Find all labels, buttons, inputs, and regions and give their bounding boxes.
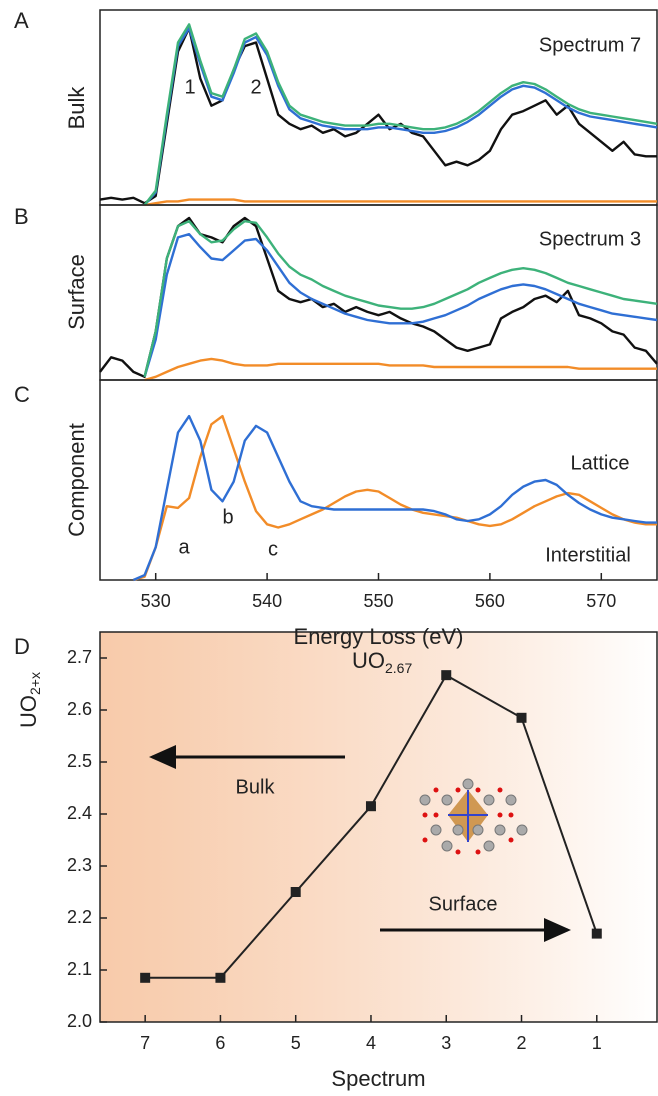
y-tick-label: 2.6 (67, 699, 92, 719)
data-point (365, 801, 376, 812)
data-point (290, 887, 301, 897)
x-axis-label: Energy Loss (eV) (294, 624, 464, 649)
point-label: UO2.67 (352, 648, 412, 676)
data-line (143, 26, 658, 206)
y-axis-label-text: Surface (64, 254, 89, 330)
plot-frame (99, 631, 658, 1023)
x-tick-label: 5 (291, 1033, 301, 1053)
y-axis-label: Surface (64, 254, 89, 330)
data-line (99, 216, 658, 378)
x-tick-label: 6 (215, 1033, 225, 1053)
data-point (441, 670, 452, 681)
x-tick-label: 530 (141, 591, 171, 611)
x-tick-label: 4 (366, 1033, 376, 1053)
data-line (133, 414, 657, 582)
annotation: c (268, 538, 278, 560)
annotation: Spectrum 3 (539, 228, 641, 250)
annotation: b (222, 506, 233, 528)
annotation: 2 (250, 76, 261, 98)
annotation: Interstitial (545, 544, 631, 566)
x-tick-label: 570 (586, 591, 616, 611)
panel-label: A (14, 8, 29, 33)
x-tick-label: 550 (363, 591, 393, 611)
y-axis-label-text: Bulk (64, 86, 89, 130)
data-line (143, 23, 658, 206)
plot-background (100, 632, 657, 1022)
x-tick-label: 2 (517, 1033, 527, 1053)
panel-label: C (14, 382, 30, 407)
annotation: Lattice (571, 452, 630, 474)
y-tick-label: 2.0 (67, 1011, 92, 1031)
x-tick-label: 1 (592, 1033, 602, 1053)
y-tick-label: 2.2 (67, 907, 92, 927)
y-axis-label: Component (64, 423, 89, 537)
y-tick-label: 2.3 (67, 855, 92, 875)
x-axis-label: Spectrum (331, 1066, 425, 1091)
data-point (516, 712, 527, 723)
data-line (144, 357, 657, 382)
data-point (591, 928, 602, 939)
annotation: Surface (429, 893, 498, 915)
y-tick-label: 2.1 (67, 959, 92, 979)
y-axis-label-sub: 2+x (27, 672, 43, 695)
annotation: Spectrum 7 (539, 34, 641, 56)
data-line (99, 26, 657, 205)
annotation: 1 (184, 76, 195, 98)
data-point (140, 972, 151, 983)
data-line (132, 414, 657, 582)
point-label-sub: 2.67 (385, 660, 412, 676)
x-tick-label: 540 (252, 591, 282, 611)
data-line (144, 198, 657, 207)
x-tick-label: 3 (441, 1033, 451, 1053)
annotation: a (178, 536, 190, 558)
y-axis-label: UO2+x (16, 672, 43, 728)
y-tick-label: 2.5 (67, 751, 92, 771)
panel-label: B (14, 204, 29, 229)
data-point (215, 972, 226, 983)
data-line (143, 233, 658, 378)
x-tick-label: 560 (475, 591, 505, 611)
panel-label: D (14, 634, 30, 659)
point-label-text: UO (352, 648, 385, 673)
y-axis-label: Bulk (64, 86, 89, 130)
data-line (143, 220, 658, 378)
crystal-icon (419, 778, 528, 855)
y-axis-label-text: UO (16, 695, 41, 728)
y-tick-label: 2.4 (67, 803, 92, 823)
y-tick-label: 2.7 (67, 647, 92, 667)
x-tick-label: 7 (140, 1033, 150, 1053)
annotation: Bulk (236, 776, 276, 798)
y-axis-label-text: Component (64, 423, 89, 537)
